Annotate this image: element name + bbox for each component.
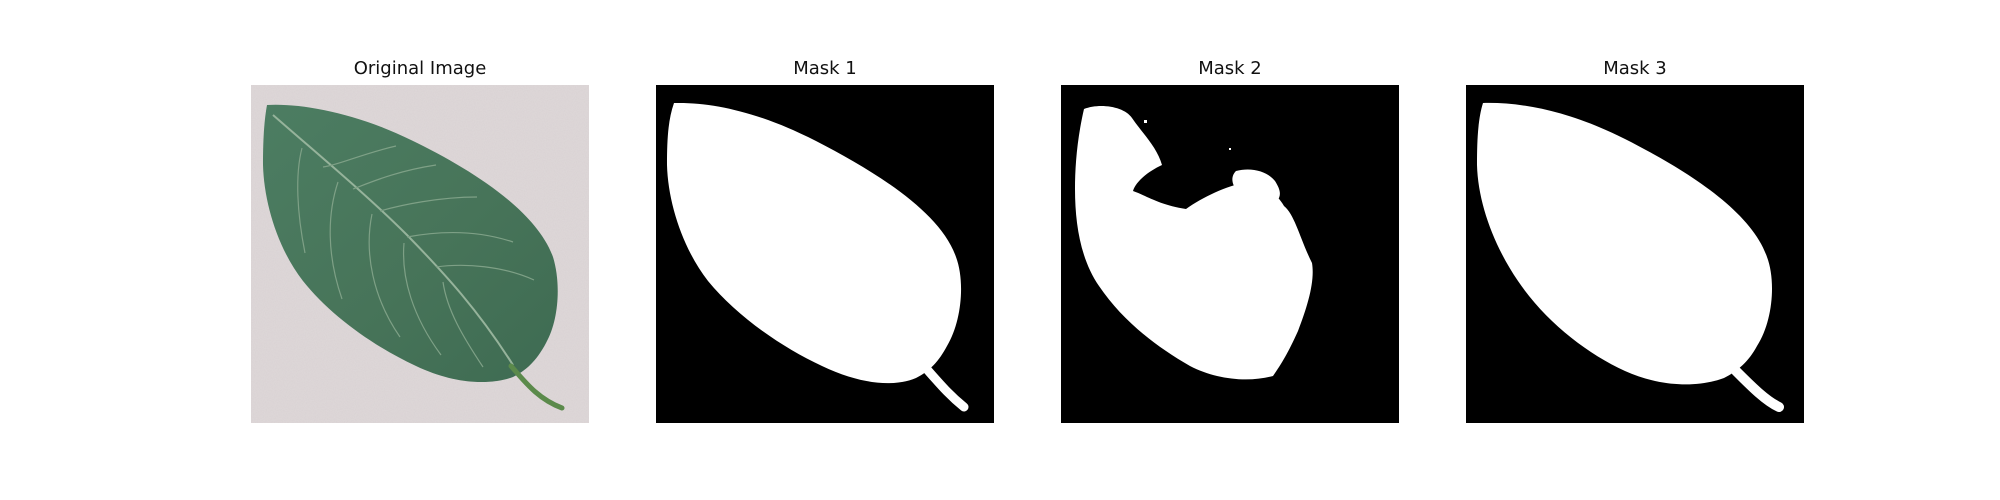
leaf-vein [435,264,535,281]
mask-leaf-shape [1075,106,1313,380]
panel-title-mask-3: Mask 3 [1603,58,1667,79]
original-image-panel [251,85,589,423]
mask-3-panel [1466,85,1804,423]
mask-1-image [656,85,994,423]
mask-2-image [1061,85,1399,423]
leaf-vein [379,196,478,212]
leaf-vein [406,232,514,243]
original-leaf-image [251,85,589,423]
leaf-vein [322,145,397,168]
mask-leaf-shape [667,102,962,384]
mask-3-image [1466,85,1804,423]
leaf-vein [352,164,437,190]
mask-2-panel [1061,85,1399,423]
leaf-midrib [272,114,514,366]
mask-leaf-shape [1477,102,1773,385]
leaf-stem [508,363,565,411]
mask-speckle [1570,312,1574,316]
panel-title-original-image: Original Image [353,58,487,79]
mask-speckle [1229,148,1231,150]
mask-speckle [1272,210,1274,212]
mask-speckle [1555,297,1559,301]
leaf-vein [368,213,401,338]
leaf-vein [329,181,343,300]
panel-title-mask-1: Mask 1 [793,58,857,79]
mask-stem-shape [919,361,969,412]
mask-stem-shape [1731,366,1784,412]
leaf-body [263,104,558,383]
leaf-vein [442,281,484,368]
panel-title-mask-2: Mask 2 [1198,58,1262,79]
leaf-vein [297,147,306,254]
leaf-vein [402,242,442,356]
mask-blob [1232,169,1280,201]
mask-1-panel [656,85,994,423]
mask-speckle [1144,120,1147,123]
